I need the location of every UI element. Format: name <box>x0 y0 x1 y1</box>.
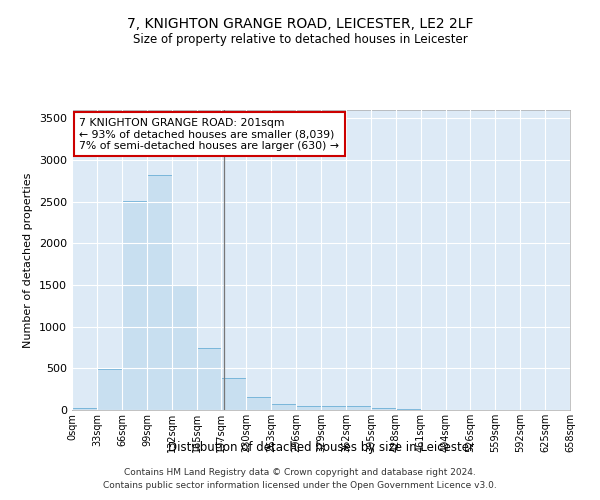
Text: Size of property relative to detached houses in Leicester: Size of property relative to detached ho… <box>133 32 467 46</box>
Bar <box>221 378 246 410</box>
Bar <box>271 404 296 410</box>
Bar <box>296 406 321 410</box>
Bar <box>97 369 122 410</box>
Bar <box>172 285 197 410</box>
Y-axis label: Number of detached properties: Number of detached properties <box>23 172 34 348</box>
Bar <box>396 409 421 410</box>
Bar <box>72 408 97 410</box>
Bar <box>197 348 221 410</box>
Bar <box>122 201 147 410</box>
Text: Contains HM Land Registry data © Crown copyright and database right 2024.: Contains HM Land Registry data © Crown c… <box>124 468 476 477</box>
Bar <box>246 397 271 410</box>
Text: 7 KNIGHTON GRANGE ROAD: 201sqm
← 93% of detached houses are smaller (8,039)
7% o: 7 KNIGHTON GRANGE ROAD: 201sqm ← 93% of … <box>79 118 340 150</box>
Text: Contains public sector information licensed under the Open Government Licence v3: Contains public sector information licen… <box>103 482 497 490</box>
Bar <box>371 408 396 410</box>
Bar <box>147 175 172 410</box>
Text: 7, KNIGHTON GRANGE ROAD, LEICESTER, LE2 2LF: 7, KNIGHTON GRANGE ROAD, LEICESTER, LE2 … <box>127 18 473 32</box>
Text: Distribution of detached houses by size in Leicester: Distribution of detached houses by size … <box>168 441 474 454</box>
Bar <box>321 406 346 410</box>
Bar <box>346 406 371 410</box>
